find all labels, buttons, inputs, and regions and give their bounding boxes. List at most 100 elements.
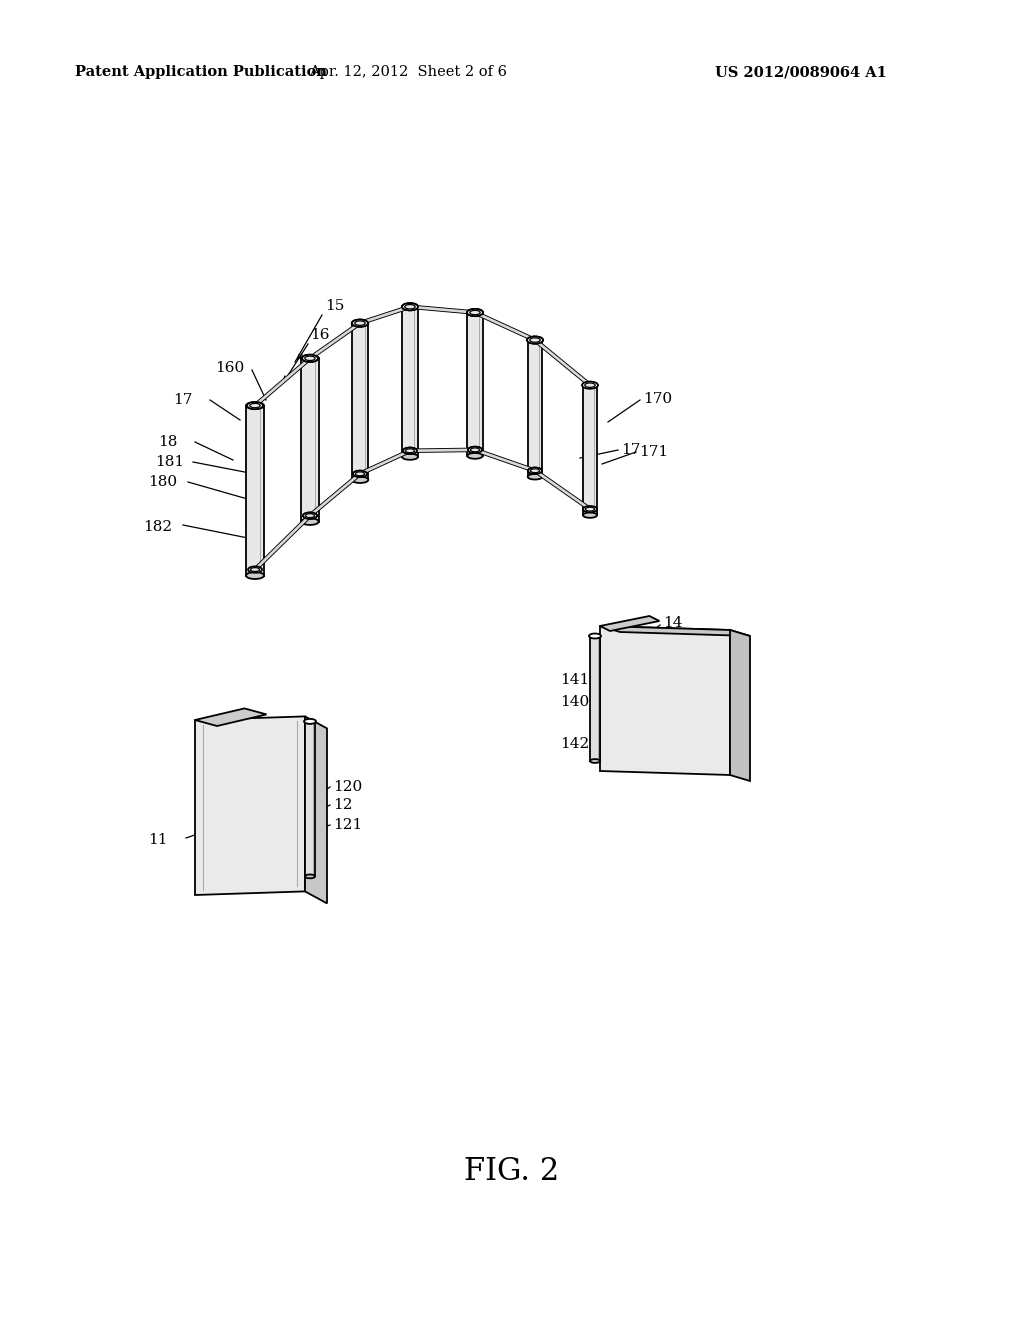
Ellipse shape (529, 338, 541, 342)
Ellipse shape (402, 304, 418, 310)
Ellipse shape (403, 447, 417, 454)
Ellipse shape (305, 874, 315, 878)
Ellipse shape (352, 319, 368, 327)
Ellipse shape (527, 337, 543, 343)
Ellipse shape (301, 519, 318, 525)
Ellipse shape (251, 568, 259, 572)
Ellipse shape (305, 356, 315, 360)
Ellipse shape (583, 512, 597, 517)
Ellipse shape (406, 449, 415, 453)
Ellipse shape (583, 506, 597, 512)
Ellipse shape (530, 469, 540, 473)
Ellipse shape (406, 449, 415, 453)
Ellipse shape (590, 634, 600, 638)
Ellipse shape (351, 477, 369, 483)
Text: 17: 17 (621, 444, 640, 457)
Ellipse shape (250, 404, 260, 408)
Polygon shape (583, 385, 597, 515)
Ellipse shape (302, 355, 318, 362)
Polygon shape (195, 717, 305, 895)
Text: 18: 18 (158, 436, 177, 449)
Polygon shape (467, 313, 482, 455)
Polygon shape (600, 626, 730, 775)
Polygon shape (600, 626, 750, 636)
Ellipse shape (529, 338, 541, 342)
Polygon shape (195, 709, 266, 726)
Ellipse shape (303, 512, 317, 519)
Ellipse shape (470, 447, 479, 451)
Ellipse shape (353, 471, 367, 477)
Ellipse shape (468, 446, 482, 453)
Ellipse shape (247, 403, 263, 409)
Ellipse shape (589, 634, 601, 639)
Polygon shape (402, 306, 418, 457)
Text: 16: 16 (310, 327, 330, 342)
Ellipse shape (583, 383, 597, 388)
Ellipse shape (353, 471, 367, 477)
Text: 14: 14 (663, 616, 683, 630)
Ellipse shape (402, 304, 418, 310)
Polygon shape (246, 405, 264, 576)
Text: 141: 141 (560, 673, 589, 686)
Text: Patent Application Publication: Patent Application Publication (75, 65, 327, 79)
Polygon shape (301, 358, 318, 521)
Ellipse shape (582, 381, 598, 389)
Polygon shape (730, 630, 750, 781)
Text: 11: 11 (148, 833, 168, 847)
Ellipse shape (303, 512, 317, 519)
Ellipse shape (404, 305, 415, 309)
Ellipse shape (305, 513, 314, 517)
Ellipse shape (528, 467, 542, 474)
Ellipse shape (402, 454, 418, 459)
Text: FIG. 2: FIG. 2 (464, 1156, 560, 1188)
Ellipse shape (470, 310, 480, 314)
Text: 142: 142 (560, 737, 589, 751)
Ellipse shape (530, 469, 540, 473)
Ellipse shape (467, 309, 483, 315)
Ellipse shape (351, 319, 369, 326)
Ellipse shape (468, 446, 482, 453)
Text: 180: 180 (148, 475, 177, 488)
Polygon shape (590, 636, 600, 762)
Text: 181: 181 (155, 455, 184, 469)
Polygon shape (527, 341, 543, 477)
Ellipse shape (305, 719, 315, 723)
Ellipse shape (404, 305, 415, 309)
Text: 171: 171 (639, 445, 668, 459)
Ellipse shape (302, 355, 318, 362)
Ellipse shape (585, 383, 595, 387)
Ellipse shape (527, 338, 543, 343)
Text: US 2012/0089064 A1: US 2012/0089064 A1 (715, 65, 887, 79)
Ellipse shape (528, 467, 542, 474)
Text: Apr. 12, 2012  Sheet 2 of 6: Apr. 12, 2012 Sheet 2 of 6 (309, 65, 507, 79)
Ellipse shape (355, 471, 365, 475)
Ellipse shape (467, 310, 482, 315)
Text: 15: 15 (325, 300, 344, 313)
Text: 182: 182 (143, 520, 172, 535)
Ellipse shape (470, 447, 479, 451)
Ellipse shape (305, 356, 315, 360)
Ellipse shape (246, 572, 264, 579)
Ellipse shape (246, 403, 264, 409)
Polygon shape (600, 616, 659, 631)
Polygon shape (305, 722, 315, 876)
Ellipse shape (467, 453, 482, 459)
Text: 17: 17 (173, 393, 193, 407)
Ellipse shape (590, 759, 600, 763)
Ellipse shape (586, 507, 595, 511)
Text: 140: 140 (560, 696, 589, 709)
Ellipse shape (527, 474, 543, 479)
Ellipse shape (355, 471, 365, 475)
Text: 160: 160 (215, 360, 245, 375)
Ellipse shape (248, 566, 262, 573)
Ellipse shape (403, 447, 417, 454)
Ellipse shape (352, 319, 368, 327)
Ellipse shape (527, 337, 543, 343)
Ellipse shape (354, 321, 366, 325)
Polygon shape (351, 323, 369, 479)
Text: 170: 170 (643, 392, 672, 407)
Ellipse shape (354, 321, 366, 325)
Ellipse shape (304, 719, 316, 723)
Text: 121: 121 (333, 818, 362, 832)
Text: 12: 12 (333, 799, 352, 812)
